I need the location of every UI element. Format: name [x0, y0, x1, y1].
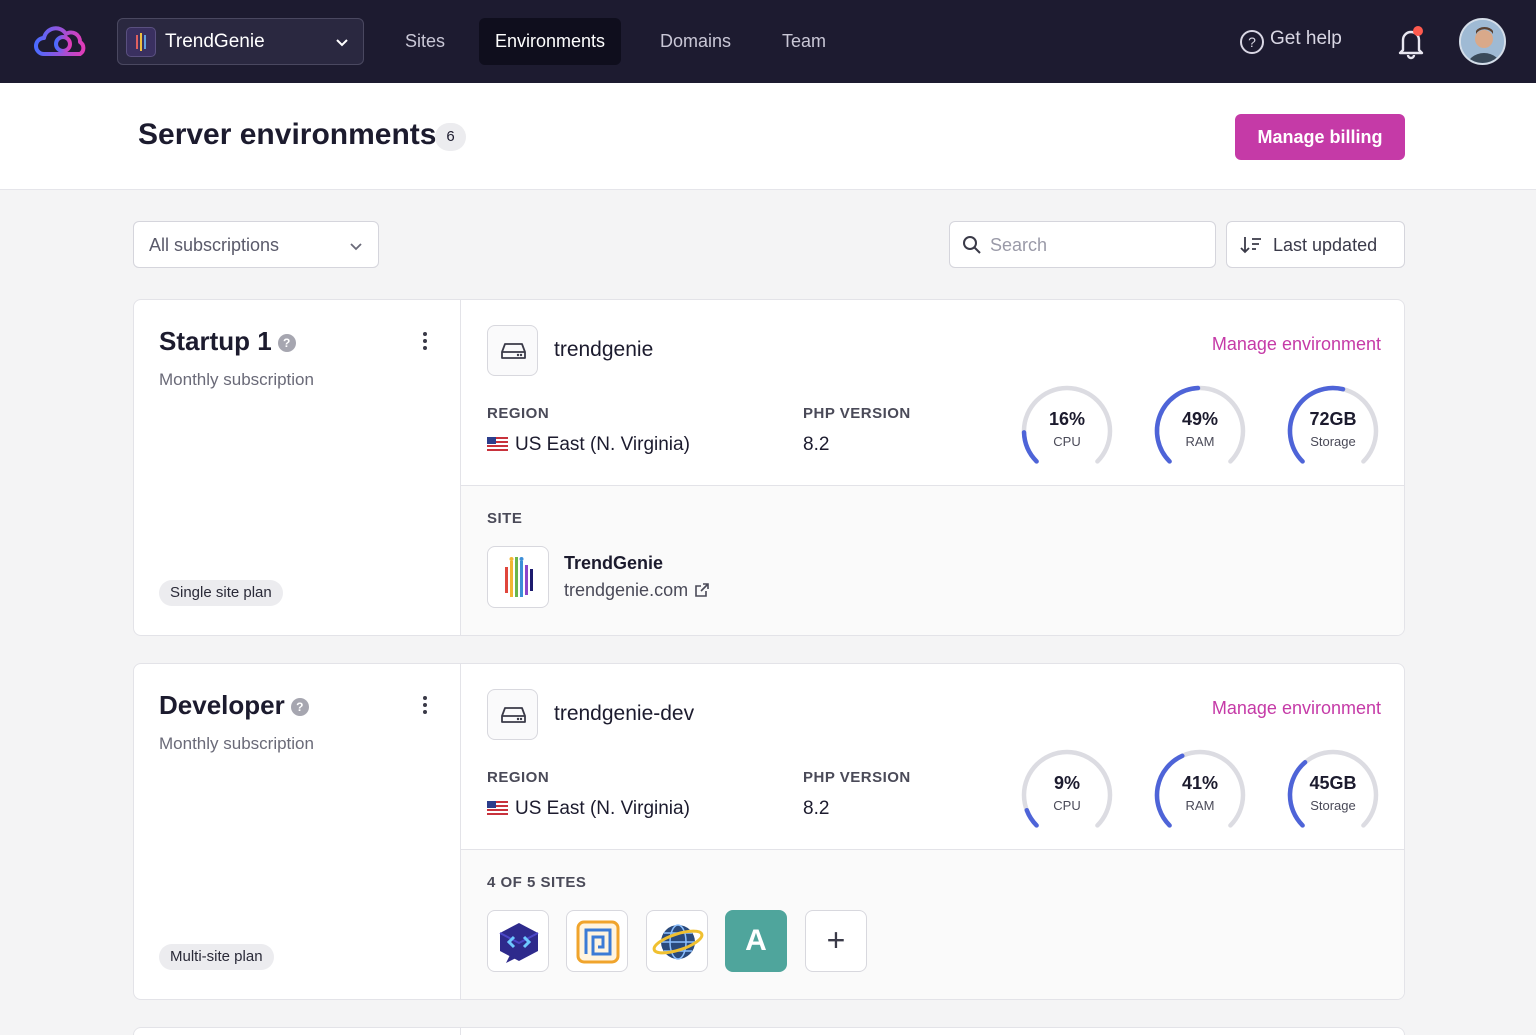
us-flag-icon: [487, 437, 508, 451]
us-flag-icon: [487, 801, 508, 815]
page-title: Server environments: [138, 118, 437, 151]
environment-card: Developer? Monthly subscription Multi-si…: [133, 663, 1405, 1000]
chevron-down-icon: [336, 39, 348, 47]
environment-details: trendgenie Manage environment REGION US …: [461, 300, 1404, 485]
storage-gauge: 72GB Storage: [1285, 383, 1381, 479]
nav-link-domains[interactable]: Domains: [660, 31, 732, 51]
cpu-label: CPU: [1053, 434, 1081, 449]
plan-type-badge: Single site plan: [159, 580, 283, 606]
nav-link-team[interactable]: Team: [782, 31, 827, 51]
site-url-text: trendgenie.com: [564, 580, 689, 600]
cloud-logo-icon[interactable]: [30, 22, 94, 62]
chevron-down-icon: [350, 243, 362, 251]
site-thumb-globe-icon[interactable]: [646, 910, 708, 972]
php-version-label: PHP VERSION: [803, 405, 911, 422]
user-avatar[interactable]: [1459, 18, 1506, 65]
sort-label: Last updated: [1273, 235, 1378, 255]
subscriptions-select-value: All subscriptions: [149, 235, 280, 255]
environment-card: [133, 1027, 1405, 1035]
search-box[interactable]: [949, 221, 1216, 268]
environment-details: trendgenie-dev Manage environment REGION…: [461, 664, 1404, 849]
search-icon: [963, 236, 981, 254]
subscriptions-select[interactable]: All subscriptions: [133, 221, 379, 268]
storage-value: 45GB: [1309, 773, 1357, 793]
cpu-gauge: 16% CPU: [1019, 383, 1115, 479]
environment-name: trendgenie-dev: [554, 702, 695, 725]
ram-gauge: 41% RAM: [1152, 747, 1248, 843]
sort-button[interactable]: Last updated: [1226, 221, 1405, 268]
plan-info-icon[interactable]: ?: [277, 334, 296, 352]
plan-name-text: Startup 1: [159, 326, 272, 356]
nav-link-sites[interactable]: Sites: [405, 31, 446, 51]
search-input[interactable]: [990, 230, 1205, 260]
more-options-icon[interactable]: [417, 330, 433, 354]
plan-panel: Startup 1? Monthly subscription Single s…: [134, 300, 461, 635]
notification-bell-icon[interactable]: [1395, 24, 1427, 60]
nav-link-environments[interactable]: Environments: [479, 18, 622, 65]
php-version-value: 8.2: [803, 434, 830, 455]
php-version-label: PHP VERSION: [803, 769, 911, 786]
plan-type-badge: Multi-site plan: [159, 944, 274, 970]
workspace-name: TrendGenie: [165, 31, 265, 52]
environment-name: trendgenie: [554, 338, 654, 361]
workspace-switcher[interactable]: TrendGenie: [117, 18, 364, 65]
more-options-icon[interactable]: [417, 694, 433, 718]
cpu-gauge: 9% CPU: [1019, 747, 1115, 843]
storage-value: 72GB: [1309, 409, 1357, 429]
storage-label: Storage: [1310, 798, 1356, 813]
help-label: Get help: [1270, 28, 1342, 49]
sort-icon: [1240, 237, 1261, 254]
site-title: TrendGenie: [564, 553, 664, 573]
cpu-value: 9%: [1053, 773, 1080, 793]
storage-label: Storage: [1310, 434, 1356, 449]
region-label: REGION: [487, 769, 550, 786]
plan-panel: [134, 1028, 461, 1035]
external-link-icon: [695, 583, 709, 597]
sites-label: SITE: [487, 510, 523, 527]
ram-value: 49%: [1181, 409, 1219, 429]
region-text: US East (N. Virginia): [515, 434, 690, 455]
server-icon: [487, 689, 538, 740]
ram-gauge: 49% RAM: [1152, 383, 1248, 479]
environment-card: Startup 1? Monthly subscription Single s…: [133, 299, 1405, 636]
sites-section: SITE TrendGenie trendgenie.com: [461, 485, 1404, 635]
server-icon: [487, 325, 538, 376]
workspace-logo-icon: [126, 27, 156, 57]
billing-cycle: Monthly subscription: [159, 734, 314, 753]
region-value: US East (N. Virginia): [487, 798, 690, 820]
cpu-label: CPU: [1053, 798, 1081, 813]
ram-value: 41%: [1181, 773, 1219, 793]
manage-environment-link[interactable]: Manage environment: [1211, 334, 1381, 354]
site-thumb-spiral-icon[interactable]: [566, 910, 628, 972]
manage-billing-button[interactable]: Manage billing: [1235, 114, 1405, 160]
plan-name: Developer?: [159, 690, 309, 721]
plan-name: Startup 1?: [159, 326, 296, 357]
plan-name-text: Developer: [159, 690, 285, 720]
ram-label: RAM: [1185, 434, 1215, 449]
page-header: Server environments 6 Manage billing: [0, 83, 1536, 190]
top-nav: TrendGenie Sites Environments Domains Te…: [0, 0, 1536, 83]
plan-panel: Developer? Monthly subscription Multi-si…: [134, 664, 461, 999]
plan-info-icon[interactable]: ?: [290, 698, 309, 716]
ram-label: RAM: [1185, 798, 1215, 813]
sites-section: 4 OF 5 SITES A +: [461, 849, 1404, 999]
site-thumb-letter[interactable]: A: [725, 910, 787, 972]
trendgenie-logo-icon[interactable]: [487, 546, 549, 608]
region-label: REGION: [487, 405, 550, 422]
site-url-link[interactable]: trendgenie.com: [564, 580, 710, 601]
storage-gauge: 45GB Storage: [1285, 747, 1381, 843]
environment-count-badge: 6: [435, 123, 466, 151]
cpu-value: 16%: [1048, 409, 1086, 429]
php-version-value: 8.2: [803, 798, 830, 819]
sites-label: 4 OF 5 SITES: [487, 874, 587, 891]
region-text: US East (N. Virginia): [515, 798, 690, 819]
help-icon: ?: [1240, 30, 1264, 54]
get-help-link[interactable]: ? Get help: [1240, 28, 1342, 54]
manage-environment-link[interactable]: Manage environment: [1211, 698, 1381, 718]
billing-cycle: Monthly subscription: [159, 370, 314, 389]
region-value: US East (N. Virginia): [487, 434, 690, 456]
site-thumb-code-icon[interactable]: [487, 910, 549, 972]
add-site-button[interactable]: +: [805, 910, 867, 972]
